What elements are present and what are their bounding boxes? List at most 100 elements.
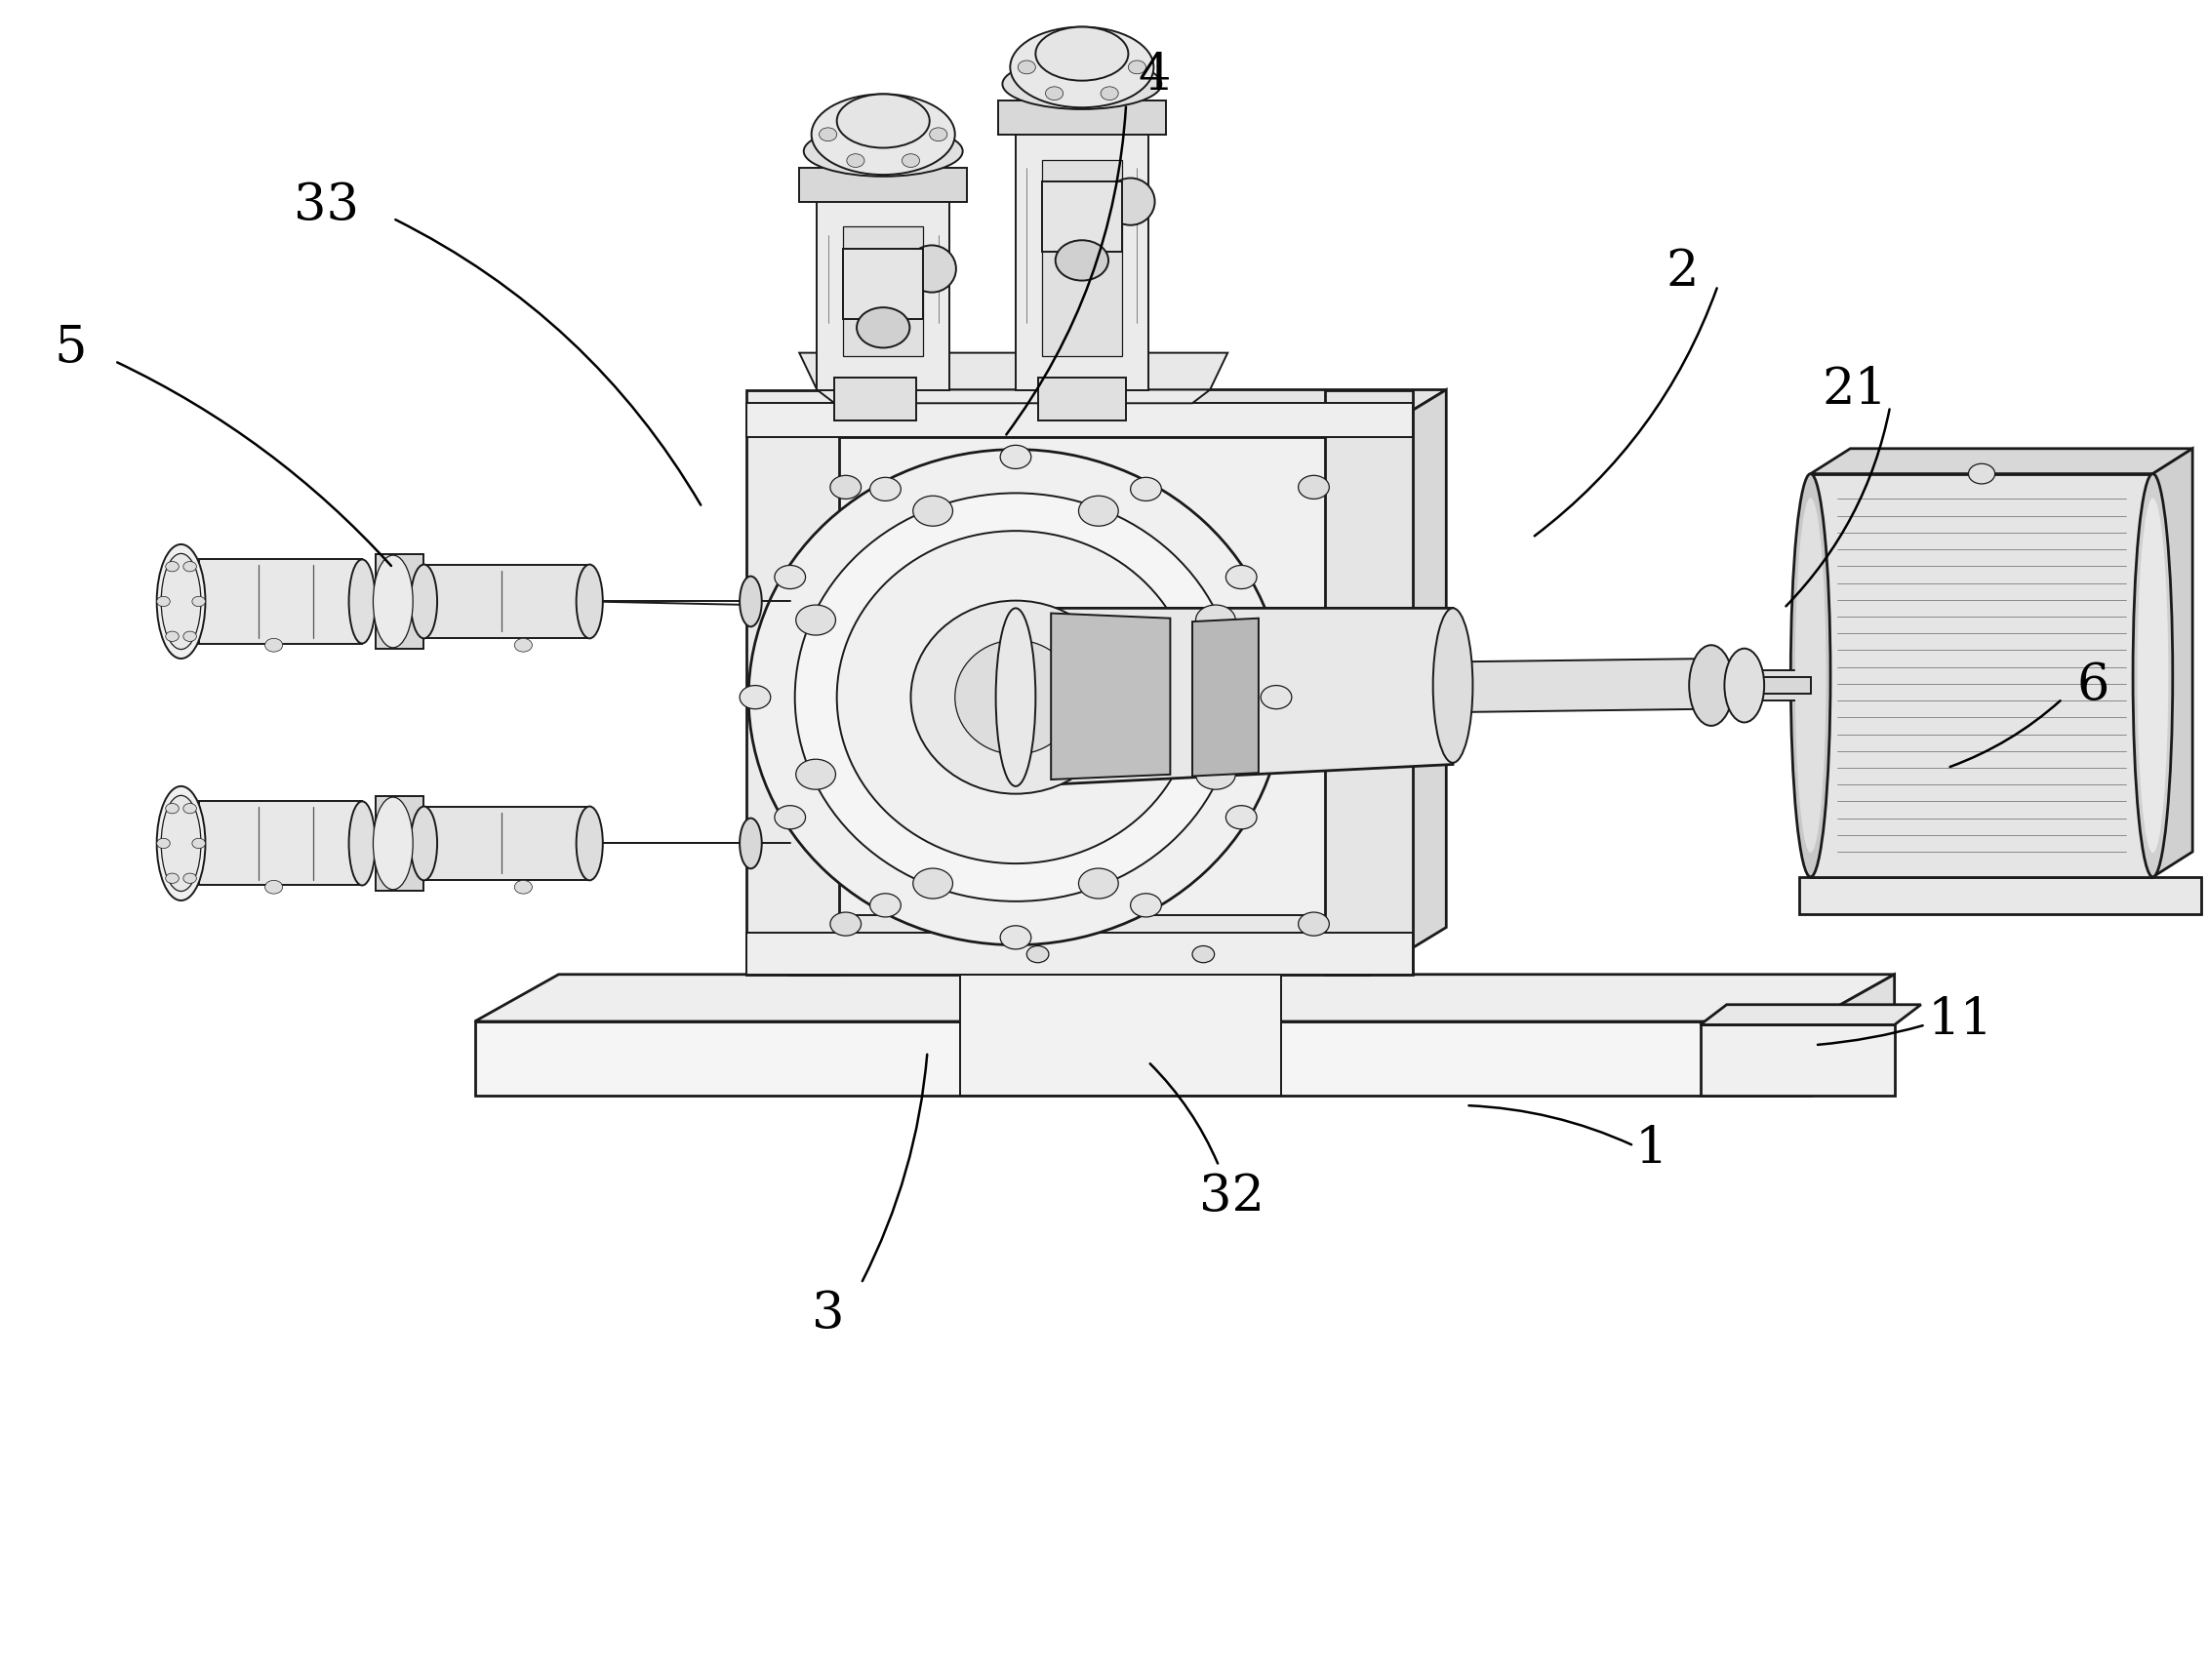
Circle shape [1018, 60, 1036, 74]
Circle shape [1130, 894, 1161, 917]
Ellipse shape [1036, 27, 1128, 81]
Circle shape [1080, 496, 1119, 526]
Polygon shape [1042, 160, 1122, 356]
Polygon shape [1811, 974, 1894, 1095]
Circle shape [1100, 87, 1117, 101]
Circle shape [1298, 912, 1329, 936]
Ellipse shape [956, 640, 1078, 754]
Circle shape [740, 685, 771, 709]
Ellipse shape [576, 806, 603, 880]
Ellipse shape [1795, 497, 1826, 853]
Polygon shape [1811, 449, 2193, 474]
Ellipse shape [795, 494, 1236, 900]
Ellipse shape [910, 601, 1122, 795]
Ellipse shape [373, 796, 413, 890]
Ellipse shape [161, 553, 201, 648]
Ellipse shape [2133, 474, 2173, 877]
Text: 5: 5 [55, 323, 86, 373]
Circle shape [903, 101, 921, 114]
Polygon shape [1325, 390, 1413, 974]
Text: 3: 3 [813, 1289, 843, 1339]
Circle shape [775, 805, 806, 828]
Polygon shape [475, 1021, 1811, 1095]
Ellipse shape [411, 564, 437, 638]
Ellipse shape [349, 801, 375, 885]
Polygon shape [199, 801, 362, 885]
Polygon shape [1446, 659, 1711, 712]
Text: 6: 6 [2078, 660, 2109, 711]
Circle shape [1128, 60, 1146, 74]
Polygon shape [1811, 474, 2153, 877]
Polygon shape [960, 974, 1281, 1095]
Text: 11: 11 [1928, 995, 1994, 1045]
Circle shape [192, 596, 205, 606]
Circle shape [1970, 464, 1996, 484]
Polygon shape [1700, 1005, 1921, 1025]
Polygon shape [375, 796, 424, 890]
Circle shape [930, 128, 947, 141]
Circle shape [848, 101, 866, 114]
Circle shape [183, 874, 197, 884]
Polygon shape [1700, 1025, 1894, 1095]
Polygon shape [835, 378, 916, 420]
Polygon shape [199, 559, 362, 643]
Ellipse shape [1689, 645, 1733, 726]
Circle shape [1047, 87, 1064, 101]
Ellipse shape [2137, 497, 2168, 853]
Circle shape [265, 880, 283, 894]
Polygon shape [746, 403, 1413, 437]
Circle shape [166, 874, 179, 884]
Polygon shape [1042, 181, 1122, 252]
Circle shape [795, 759, 835, 790]
Ellipse shape [157, 786, 205, 900]
Circle shape [265, 638, 283, 652]
Polygon shape [799, 353, 1228, 390]
Ellipse shape [837, 531, 1195, 864]
Circle shape [1047, 34, 1064, 47]
Ellipse shape [411, 806, 437, 880]
Circle shape [1225, 564, 1256, 590]
Circle shape [514, 880, 532, 894]
Polygon shape [2153, 449, 2193, 877]
Polygon shape [1016, 608, 1453, 786]
Polygon shape [1051, 613, 1170, 780]
Text: 21: 21 [1822, 365, 1888, 415]
Ellipse shape [373, 554, 413, 647]
Ellipse shape [749, 450, 1283, 944]
Polygon shape [998, 101, 1166, 134]
Circle shape [166, 803, 179, 813]
Circle shape [830, 912, 861, 936]
Ellipse shape [996, 608, 1036, 786]
Circle shape [795, 605, 835, 635]
Circle shape [1298, 475, 1329, 499]
Ellipse shape [837, 94, 930, 148]
Circle shape [870, 894, 901, 917]
Text: 32: 32 [1199, 1171, 1265, 1221]
Ellipse shape [740, 576, 762, 627]
Polygon shape [1800, 877, 2201, 914]
Circle shape [166, 632, 179, 642]
Ellipse shape [813, 94, 956, 175]
Ellipse shape [1011, 27, 1153, 108]
Ellipse shape [1791, 474, 1830, 877]
Polygon shape [843, 249, 923, 319]
Polygon shape [746, 390, 839, 974]
Circle shape [157, 838, 170, 848]
Ellipse shape [1433, 608, 1473, 763]
Circle shape [1080, 869, 1119, 899]
Circle shape [1197, 759, 1236, 790]
Polygon shape [1369, 390, 1446, 974]
Circle shape [848, 155, 866, 168]
Ellipse shape [907, 245, 956, 292]
Text: 33: 33 [294, 180, 360, 230]
Circle shape [775, 564, 806, 590]
Polygon shape [424, 564, 590, 638]
Circle shape [192, 838, 205, 848]
Ellipse shape [349, 559, 375, 643]
Circle shape [912, 496, 952, 526]
Circle shape [1261, 685, 1292, 709]
Circle shape [183, 561, 197, 571]
Circle shape [912, 869, 952, 899]
Polygon shape [375, 554, 424, 648]
Circle shape [1000, 926, 1031, 949]
